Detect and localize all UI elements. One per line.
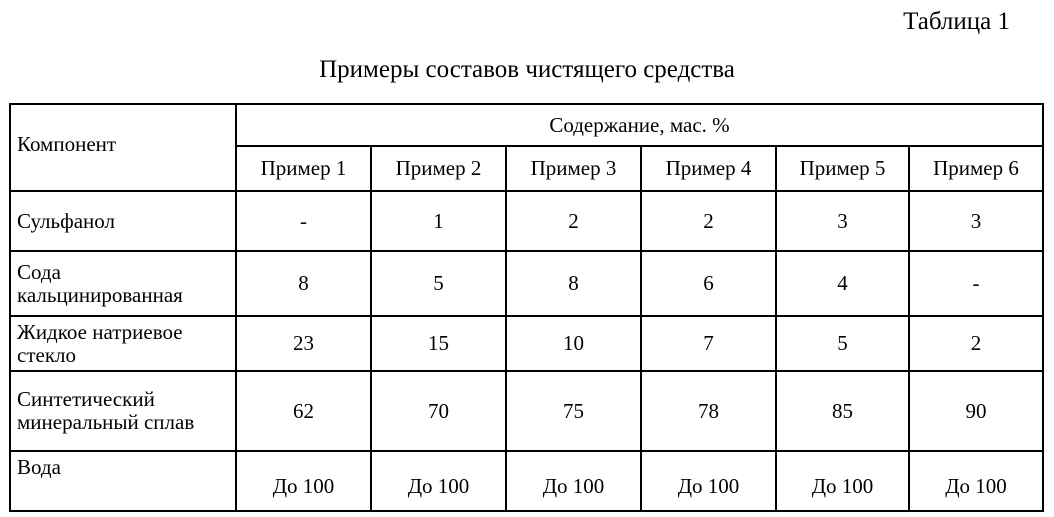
table-cell: 8 [236,251,371,316]
table-cell: 8 [506,251,641,316]
table-cell: 3 [776,191,909,251]
table-cell: 10 [506,316,641,371]
table-cell: До 100 [776,451,909,511]
component-name: Жидкое натриевое стекло [10,316,236,371]
table-cell: 85 [776,371,909,451]
table-cell: 3 [909,191,1043,251]
table-cell: 78 [641,371,776,451]
header-example-2: Пример 2 [371,146,506,191]
table-cell: 4 [776,251,909,316]
header-example-4: Пример 4 [641,146,776,191]
table-row: Сода кальцинированная85864- [10,251,1043,316]
component-name: Вода [10,451,236,511]
component-name: Сульфанол [10,191,236,251]
header-example-6: Пример 6 [909,146,1043,191]
table-cell: - [236,191,371,251]
table-cell: 2 [909,316,1043,371]
table-cell: 2 [641,191,776,251]
table-cell: 90 [909,371,1043,451]
table-cell: 6 [641,251,776,316]
header-example-3: Пример 3 [506,146,641,191]
table-cell: 70 [371,371,506,451]
header-component: Компонент [10,104,236,191]
table-cell: До 100 [909,451,1043,511]
table-row: Синтетический минеральный сплав627075788… [10,371,1043,451]
component-name: Сода кальцинированная [10,251,236,316]
composition-table: Компонент Содержание, мас. % Пример 1При… [9,103,1044,512]
header-example-5: Пример 5 [776,146,909,191]
table-cell: До 100 [371,451,506,511]
table-row: Жидкое натриевое стекло231510752 [10,316,1043,371]
table-cell: 75 [506,371,641,451]
table-cell: До 100 [506,451,641,511]
table-cell: 15 [371,316,506,371]
table-cell: 62 [236,371,371,451]
table-cell: 7 [641,316,776,371]
table-cell: 1 [371,191,506,251]
table-cell: 5 [776,316,909,371]
table-cell: 2 [506,191,641,251]
table-title: Примеры составов чистящего средства [0,56,1054,84]
header-content: Содержание, мас. % [236,104,1043,146]
table-cell: До 100 [236,451,371,511]
table-row: Сульфанол-12233 [10,191,1043,251]
component-name: Синтетический минеральный сплав [10,371,236,451]
header-example-1: Пример 1 [236,146,371,191]
table-row: ВодаДо 100До 100До 100До 100До 100До 100 [10,451,1043,511]
table-cell: До 100 [641,451,776,511]
table-number: Таблица 1 [903,8,1010,36]
table-cell: 5 [371,251,506,316]
table-cell: - [909,251,1043,316]
table-cell: 23 [236,316,371,371]
